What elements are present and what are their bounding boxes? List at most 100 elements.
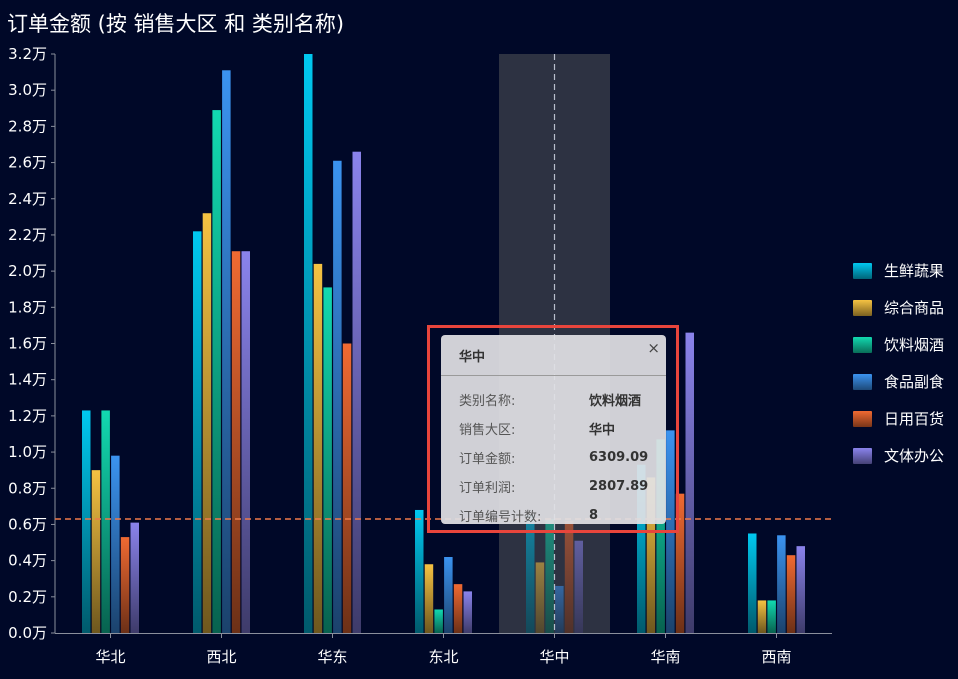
tooltip-value: 华中 — [589, 423, 616, 438]
chart-title: 订单金额 (按 销售大区 和 类别名称) — [7, 12, 345, 36]
y-tick-label: 1.8万 — [8, 298, 47, 316]
y-tick-label: 1.0万 — [8, 443, 47, 461]
bar — [415, 509, 424, 633]
y-tick-label: 0.6万 — [8, 515, 47, 533]
bar — [313, 263, 323, 633]
bar — [545, 518, 554, 633]
x-tick-label: 西南 — [761, 648, 791, 666]
bar — [564, 520, 574, 633]
bar — [101, 410, 110, 633]
tooltip-highlight-frame — [427, 325, 679, 533]
y-tick-label: 0.0万 — [8, 624, 47, 642]
tooltip-row: 类别名称: 饮料烟酒 — [459, 385, 659, 414]
tooltip-key: 订单利润: — [459, 481, 516, 496]
legend-item[interactable]: 食品副食 — [853, 363, 944, 400]
bar — [91, 470, 101, 633]
legend-label: 文体办公 — [884, 447, 945, 465]
legend-swatch — [853, 373, 872, 390]
legend-swatch — [853, 299, 872, 316]
y-tick-label: 2.8万 — [8, 117, 47, 135]
bar — [574, 540, 583, 633]
y-tick-label: 0.4万 — [8, 552, 47, 570]
y-tick-label: 0.2万 — [8, 588, 47, 606]
bar — [342, 343, 352, 633]
y-tick-label: 2.6万 — [8, 154, 47, 172]
bar — [748, 533, 757, 633]
legend-item[interactable]: 文体办公 — [853, 437, 944, 474]
bar — [304, 54, 313, 633]
bar — [757, 600, 767, 633]
legend-item[interactable]: 综合商品 — [853, 289, 944, 326]
legend: 生鲜蔬果综合商品饮料烟酒食品副食日用百货文体办公 — [853, 252, 944, 474]
bar — [646, 477, 656, 633]
bar — [675, 493, 685, 633]
x-tick-label: 华中 — [539, 648, 569, 666]
bar — [453, 584, 463, 633]
bar — [111, 455, 120, 633]
bar — [333, 160, 342, 634]
bar — [323, 287, 332, 633]
bar — [424, 564, 434, 633]
bar — [535, 562, 545, 633]
x-tick-label: 华东 — [317, 648, 347, 666]
legend-swatch — [853, 447, 872, 464]
y-tick-label: 2.0万 — [8, 262, 47, 280]
tooltip-row: 订单利润: 2807.89 — [459, 472, 659, 501]
tooltip-key: 类别名称: — [459, 394, 516, 409]
tooltip-value: 2807.89 — [589, 479, 649, 494]
bar — [767, 600, 776, 633]
close-icon[interactable]: × — [647, 339, 660, 357]
tooltip-key: 订单编号计数: — [459, 510, 542, 525]
legend-item[interactable]: 日用百货 — [853, 400, 944, 437]
bar — [434, 609, 443, 633]
tooltip-row: 订单金额: 6309.09 — [459, 443, 659, 472]
legend-label: 饮料烟酒 — [884, 336, 945, 354]
bar — [444, 557, 453, 633]
tooltip-row: 订单编号计数: 8 — [459, 501, 659, 530]
legend-item[interactable]: 生鲜蔬果 — [853, 252, 944, 289]
bar — [120, 537, 130, 633]
tooltip-key: 销售大区: — [459, 423, 516, 438]
legend-label: 日用百货 — [884, 410, 945, 428]
bar — [463, 591, 472, 633]
x-tick-label: 西北 — [206, 648, 236, 666]
bar — [656, 439, 665, 633]
y-tick-label: 3.0万 — [8, 81, 47, 99]
tooltip-value: 6309.09 — [589, 450, 649, 465]
tooltip: 华中 × 类别名称: 饮料烟酒 销售大区: 华中 订单金额: 6309.09 订… — [441, 335, 666, 525]
y-tick-label: 2.4万 — [8, 190, 47, 208]
x-tick-label: 东北 — [428, 648, 458, 666]
x-tick-label: 华北 — [95, 648, 125, 666]
bar — [82, 410, 91, 633]
tooltip-row: 销售大区: 华中 — [459, 414, 659, 443]
bar — [130, 522, 139, 633]
y-tick-label: 1.4万 — [8, 371, 47, 389]
y-tick-label: 2.2万 — [8, 226, 47, 244]
bar — [555, 585, 564, 633]
legend-label: 综合商品 — [884, 299, 945, 317]
bar — [193, 231, 202, 633]
legend-label: 生鲜蔬果 — [884, 262, 945, 280]
bar — [796, 546, 805, 633]
tooltip-key: 订单金额: — [459, 452, 516, 467]
tooltip-value: 8 — [589, 508, 599, 523]
bar — [777, 535, 786, 633]
bar — [231, 251, 241, 634]
y-tick-label: 3.2万 — [8, 45, 47, 63]
x-tick-label: 华南 — [650, 648, 680, 666]
y-tick-label: 0.8万 — [8, 479, 47, 497]
bar — [352, 151, 361, 634]
tooltip-title: 华中 — [459, 350, 486, 365]
bar — [526, 515, 535, 633]
bar — [212, 110, 221, 633]
bar — [637, 464, 646, 633]
tooltip-value: 饮料烟酒 — [589, 394, 642, 409]
tooltip-divider — [441, 375, 666, 376]
bar — [202, 213, 212, 633]
bar — [685, 332, 694, 633]
y-tick-label: 1.6万 — [8, 335, 47, 353]
bar — [786, 555, 796, 633]
legend-swatch — [853, 336, 872, 353]
legend-item[interactable]: 饮料烟酒 — [853, 326, 944, 363]
